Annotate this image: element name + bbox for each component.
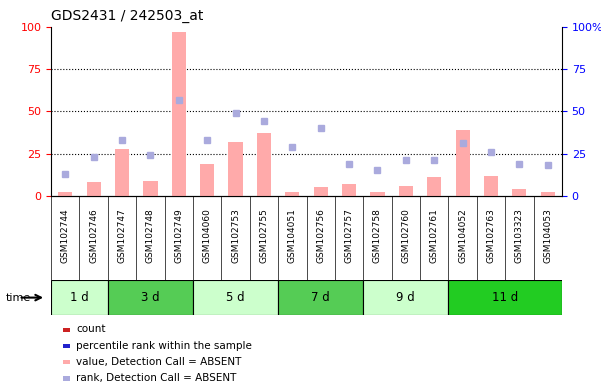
Text: count: count bbox=[76, 324, 106, 334]
Bar bbox=[200, 164, 215, 196]
Text: GSM103323: GSM103323 bbox=[515, 209, 524, 263]
Text: time: time bbox=[6, 293, 31, 303]
Text: 9 d: 9 d bbox=[397, 291, 415, 304]
Text: GSM102753: GSM102753 bbox=[231, 209, 240, 263]
Text: rank, Detection Call = ABSENT: rank, Detection Call = ABSENT bbox=[76, 373, 237, 383]
Bar bbox=[87, 182, 101, 196]
Text: GDS2431 / 242503_at: GDS2431 / 242503_at bbox=[51, 9, 204, 23]
Text: GSM102755: GSM102755 bbox=[260, 209, 269, 263]
Text: GSM102758: GSM102758 bbox=[373, 209, 382, 263]
Bar bbox=[228, 142, 243, 196]
Bar bbox=[398, 186, 413, 196]
Text: GSM102761: GSM102761 bbox=[430, 209, 439, 263]
Bar bbox=[58, 192, 72, 196]
Bar bbox=[278, 280, 363, 315]
Text: percentile rank within the sample: percentile rank within the sample bbox=[76, 341, 252, 351]
Bar bbox=[108, 280, 193, 315]
Text: 7 d: 7 d bbox=[311, 291, 330, 304]
Text: value, Detection Call = ABSENT: value, Detection Call = ABSENT bbox=[76, 357, 242, 367]
Text: GSM104052: GSM104052 bbox=[458, 209, 467, 263]
Text: GSM102749: GSM102749 bbox=[174, 209, 183, 263]
Bar bbox=[512, 189, 526, 196]
Text: GSM102756: GSM102756 bbox=[316, 209, 325, 263]
Bar bbox=[115, 149, 129, 196]
Bar bbox=[51, 280, 108, 315]
Bar bbox=[285, 192, 299, 196]
Text: GSM102744: GSM102744 bbox=[61, 209, 70, 263]
Bar bbox=[193, 280, 278, 315]
Text: GSM102760: GSM102760 bbox=[401, 209, 410, 263]
Bar bbox=[363, 280, 448, 315]
Text: GSM104051: GSM104051 bbox=[288, 209, 297, 263]
Text: GSM104053: GSM104053 bbox=[543, 209, 552, 263]
Bar bbox=[484, 175, 498, 196]
Text: GSM102746: GSM102746 bbox=[89, 209, 98, 263]
Bar bbox=[370, 192, 385, 196]
Bar bbox=[172, 32, 186, 196]
Bar bbox=[143, 180, 157, 196]
Text: GSM102748: GSM102748 bbox=[146, 209, 155, 263]
Text: GSM102763: GSM102763 bbox=[486, 209, 495, 263]
Text: GSM102747: GSM102747 bbox=[118, 209, 127, 263]
Bar bbox=[257, 133, 271, 196]
Text: 3 d: 3 d bbox=[141, 291, 160, 304]
Bar bbox=[541, 192, 555, 196]
Bar bbox=[314, 187, 328, 196]
Bar bbox=[448, 280, 562, 315]
Bar bbox=[427, 177, 441, 196]
Text: GSM102757: GSM102757 bbox=[344, 209, 353, 263]
Text: 1 d: 1 d bbox=[70, 291, 89, 304]
Text: 5 d: 5 d bbox=[226, 291, 245, 304]
Text: GSM104060: GSM104060 bbox=[203, 209, 212, 263]
Bar bbox=[342, 184, 356, 196]
Bar bbox=[456, 130, 470, 196]
Text: 11 d: 11 d bbox=[492, 291, 518, 304]
